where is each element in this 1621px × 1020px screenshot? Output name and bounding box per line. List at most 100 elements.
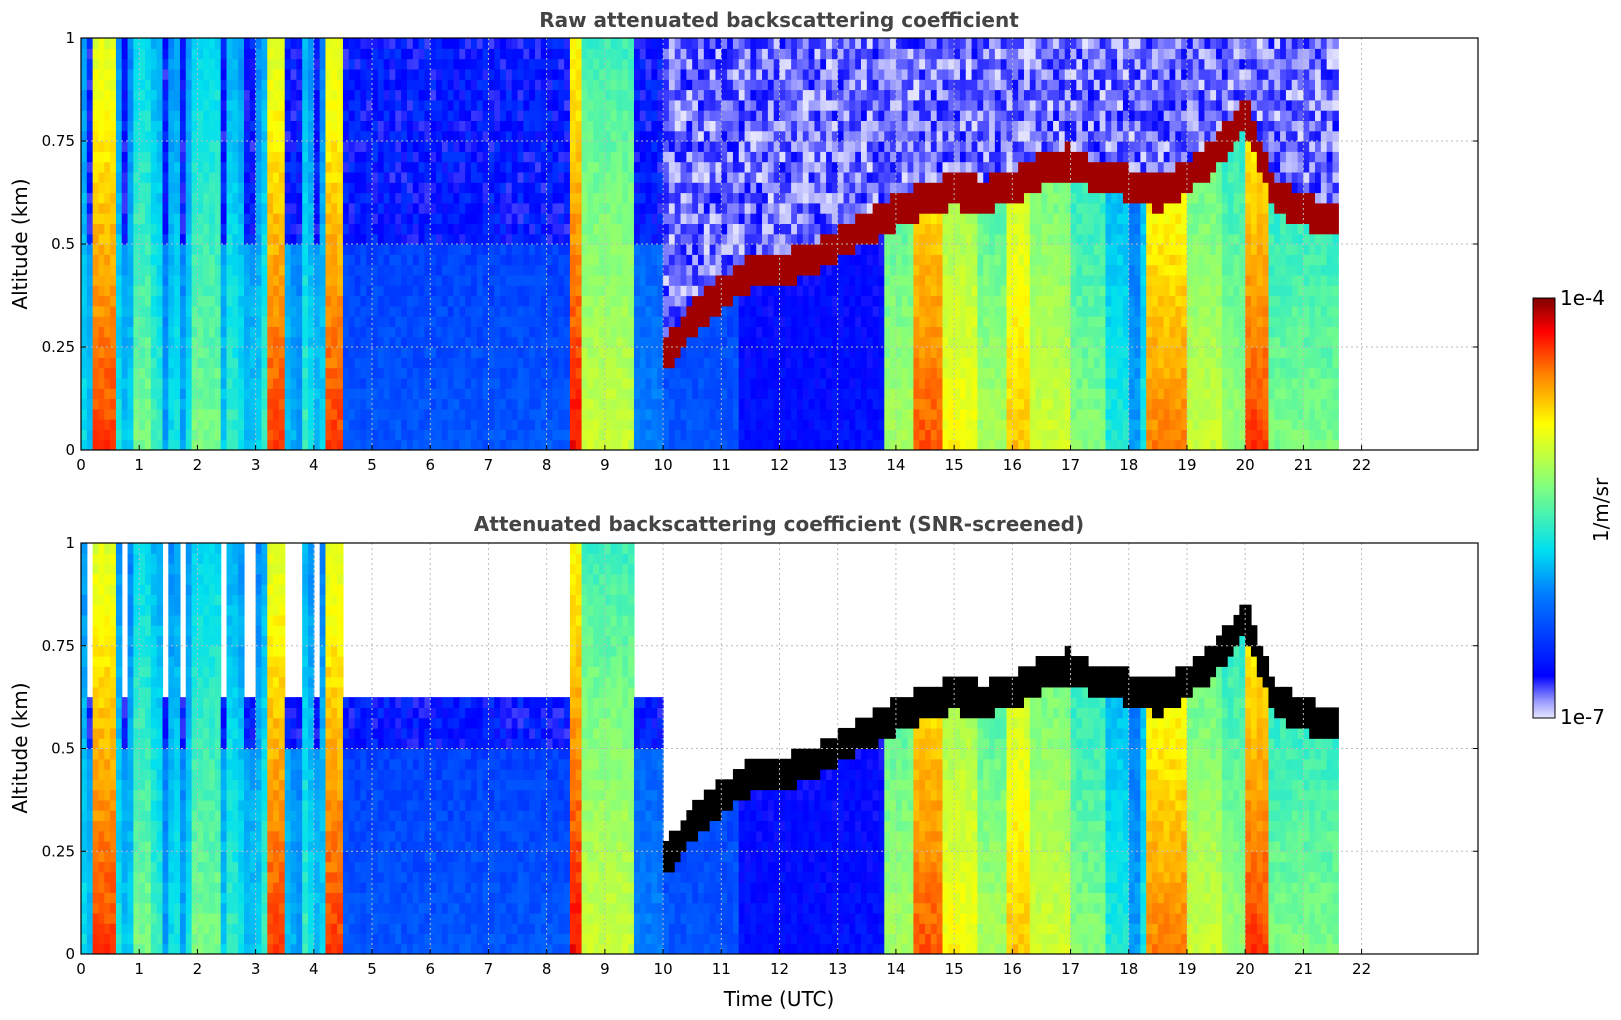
heatmap-cell <box>523 326 530 338</box>
heatmap-cell <box>86 274 94 286</box>
heatmap-cell <box>779 388 786 400</box>
heatmap-cell <box>558 202 565 214</box>
heatmap-cell <box>418 264 426 276</box>
heatmap-cell <box>92 79 100 91</box>
heatmap-cell <box>773 347 781 358</box>
heatmap-cell <box>255 326 263 338</box>
heatmap-cell <box>796 151 804 163</box>
heatmap-cell <box>674 377 682 389</box>
heatmap-cell <box>220 120 228 132</box>
heatmap-cell <box>744 223 751 235</box>
heatmap-cell <box>500 419 507 430</box>
heatmap-cell <box>348 120 356 132</box>
heatmap-cell <box>424 336 431 348</box>
heatmap-cell <box>668 419 676 430</box>
heatmap-cell <box>447 388 455 400</box>
heatmap-cell <box>325 171 332 183</box>
heatmap-cell <box>226 130 233 142</box>
heatmap-cell <box>698 398 705 410</box>
heatmap-cell <box>179 305 187 317</box>
heatmap-cell <box>110 141 117 152</box>
heatmap-cell <box>354 336 361 348</box>
heatmap-cell <box>238 388 245 400</box>
heatmap-cell <box>791 89 798 101</box>
heatmap-cell <box>441 79 449 91</box>
heatmap-cell <box>680 429 687 441</box>
heatmap-cell <box>796 244 804 255</box>
heatmap-cell <box>121 68 129 80</box>
heatmap-cell <box>319 38 327 49</box>
heatmap-cell <box>738 316 746 327</box>
heatmap-cell <box>744 58 751 70</box>
heatmap-cell <box>255 233 263 245</box>
heatmap-cell <box>412 285 420 297</box>
heatmap-cell <box>121 316 129 327</box>
heatmap-cell <box>191 336 199 348</box>
heatmap-cell <box>296 48 303 60</box>
heatmap-cell <box>785 58 792 70</box>
heatmap-cell <box>575 110 583 121</box>
heatmap-cell <box>197 357 204 369</box>
heatmap-cell <box>447 377 455 389</box>
heatmap-cell <box>366 274 373 286</box>
heatmap-cell <box>377 151 385 163</box>
heatmap-cell <box>680 202 687 214</box>
heatmap-cell <box>540 130 548 142</box>
heatmap-cell <box>564 151 571 163</box>
heatmap-cell <box>540 182 548 194</box>
heatmap-cell <box>342 274 350 286</box>
heatmap-cell <box>430 316 437 327</box>
heatmap-cell <box>179 347 187 358</box>
heatmap-cell <box>168 336 175 348</box>
heatmap-cell <box>115 367 123 379</box>
heatmap-cell <box>139 295 146 307</box>
heatmap-cell <box>633 79 641 91</box>
heatmap-cell <box>418 58 426 70</box>
heatmap-cell <box>406 182 414 194</box>
heatmap-cell <box>517 388 524 400</box>
heatmap-cell <box>139 99 146 111</box>
heatmap-cell <box>203 254 210 266</box>
heatmap-cell <box>145 68 152 80</box>
heatmap-cell <box>203 264 210 276</box>
heatmap-cell <box>203 367 210 379</box>
heatmap-cell <box>616 68 623 80</box>
heatmap-cell <box>290 264 297 276</box>
heatmap-cell <box>98 305 105 317</box>
heatmap-cell <box>290 274 297 286</box>
heatmap-cell <box>319 429 327 441</box>
heatmap-cell <box>465 38 472 49</box>
heatmap-cell <box>796 357 804 369</box>
heatmap-cell <box>395 213 402 224</box>
heatmap-cell <box>174 151 181 163</box>
heatmap-cell <box>168 244 175 255</box>
heatmap-cell <box>773 429 781 441</box>
heatmap-cell <box>505 89 513 101</box>
heatmap-cell <box>552 110 559 121</box>
heatmap-cell <box>121 48 129 60</box>
heatmap-cell <box>325 89 332 101</box>
heatmap-cell <box>593 182 600 194</box>
heatmap-cell <box>337 429 344 441</box>
heatmap-cell <box>104 377 111 389</box>
heatmap-cell <box>395 182 402 194</box>
heatmap-cell <box>785 68 792 80</box>
heatmap-cell <box>255 367 263 379</box>
heatmap-cell <box>98 58 105 70</box>
heatmap-cell <box>203 274 210 286</box>
heatmap-cell <box>406 295 414 307</box>
heatmap-cell <box>500 388 507 400</box>
heatmap-cell <box>308 233 315 245</box>
heatmap-cell <box>226 38 233 49</box>
heatmap-cell <box>732 141 740 152</box>
heatmap-cell <box>168 38 175 49</box>
heatmap-cell <box>767 202 775 214</box>
heatmap-cell <box>115 377 123 389</box>
heatmap-cell <box>453 316 460 327</box>
heatmap-cell <box>360 68 367 80</box>
heatmap-cell <box>715 429 722 441</box>
heatmap-cell <box>383 233 391 245</box>
heatmap-cell <box>482 274 490 286</box>
heatmap-cell <box>197 99 204 111</box>
heatmap-cell <box>773 419 781 430</box>
